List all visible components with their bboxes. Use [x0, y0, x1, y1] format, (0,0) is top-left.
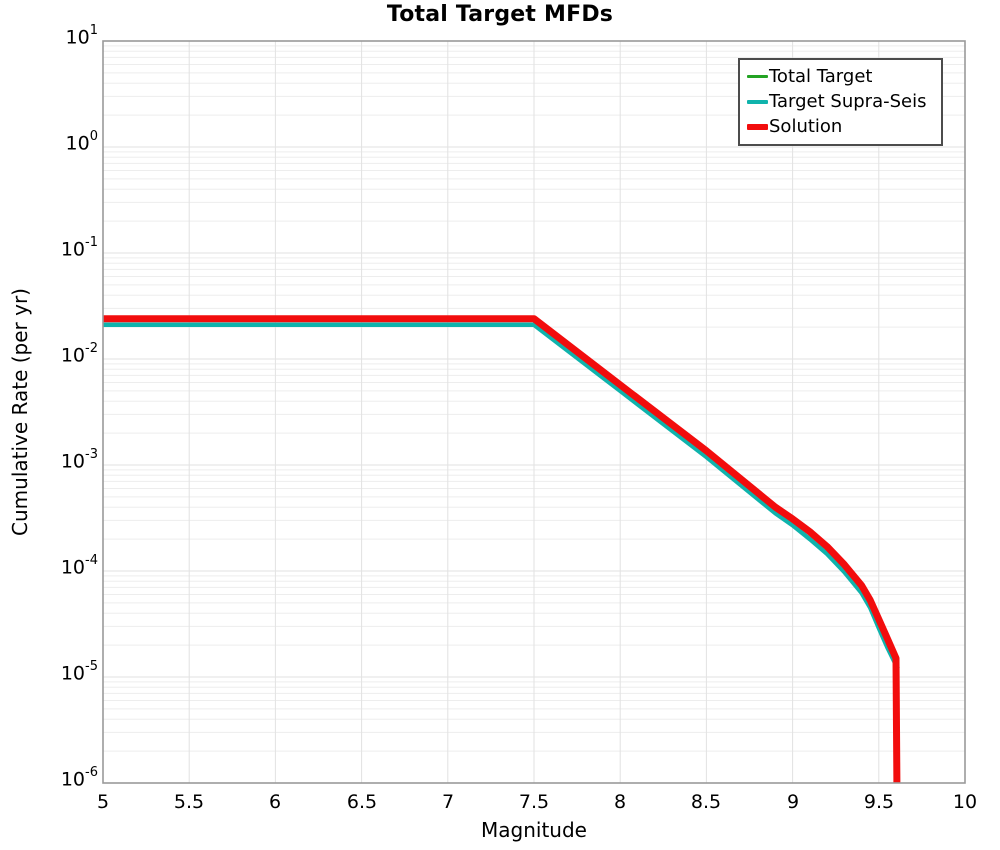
y-axis-title: Cumulative Rate (per yr)	[8, 288, 32, 536]
legend-item-target-supra-seis: Target Supra-Seis	[747, 89, 941, 114]
chart-title: Total Target MFDs	[386, 2, 614, 27]
x-tick-label: 10	[952, 791, 978, 813]
plot-frame	[102, 40, 966, 784]
y-tick-label: 101	[65, 23, 98, 49]
x-tick-label: 8	[613, 791, 627, 813]
y-tick-label: 10-4	[60, 553, 98, 579]
x-axis-title: Magnitude	[481, 818, 587, 842]
y-tick-label: 100	[65, 129, 98, 155]
x-tick-label: 6.5	[346, 791, 378, 813]
target-supra-seis-line-swatch	[747, 99, 768, 104]
x-tick-label: 9	[786, 791, 800, 813]
legend-label: Target Supra-Seis	[769, 90, 927, 112]
total-target-line-swatch	[747, 75, 768, 79]
solution-line-swatch	[747, 124, 768, 131]
y-tick-label: 10-6	[60, 765, 98, 791]
grid-lines	[103, 41, 965, 783]
y-tick-label: 10-1	[60, 235, 98, 261]
series-line-solution	[103, 315, 901, 784]
x-tick-label: 8.5	[690, 791, 722, 813]
x-tick-label: 5.5	[173, 791, 205, 813]
x-tick-label: 6	[268, 791, 282, 813]
data-series	[103, 315, 901, 784]
y-tick-label: 10-2	[60, 341, 98, 367]
x-tick-label: 5	[96, 791, 110, 813]
x-tick-label: 9.5	[863, 791, 895, 813]
series-line-total-target	[103, 316, 898, 661]
x-tick-label: 7.5	[518, 791, 550, 813]
legend-item-total-target: Total Target	[747, 64, 941, 89]
y-tick-label: 10-5	[60, 659, 98, 685]
x-tick-label: 7	[441, 791, 455, 813]
y-tick-label: 10-3	[60, 447, 98, 473]
legend-item-solution: Solution	[747, 115, 941, 140]
legend-label: Solution	[769, 116, 843, 138]
legend: Total Target Target Supra-Seis Solution	[738, 58, 943, 146]
legend-label: Total Target	[769, 65, 873, 87]
